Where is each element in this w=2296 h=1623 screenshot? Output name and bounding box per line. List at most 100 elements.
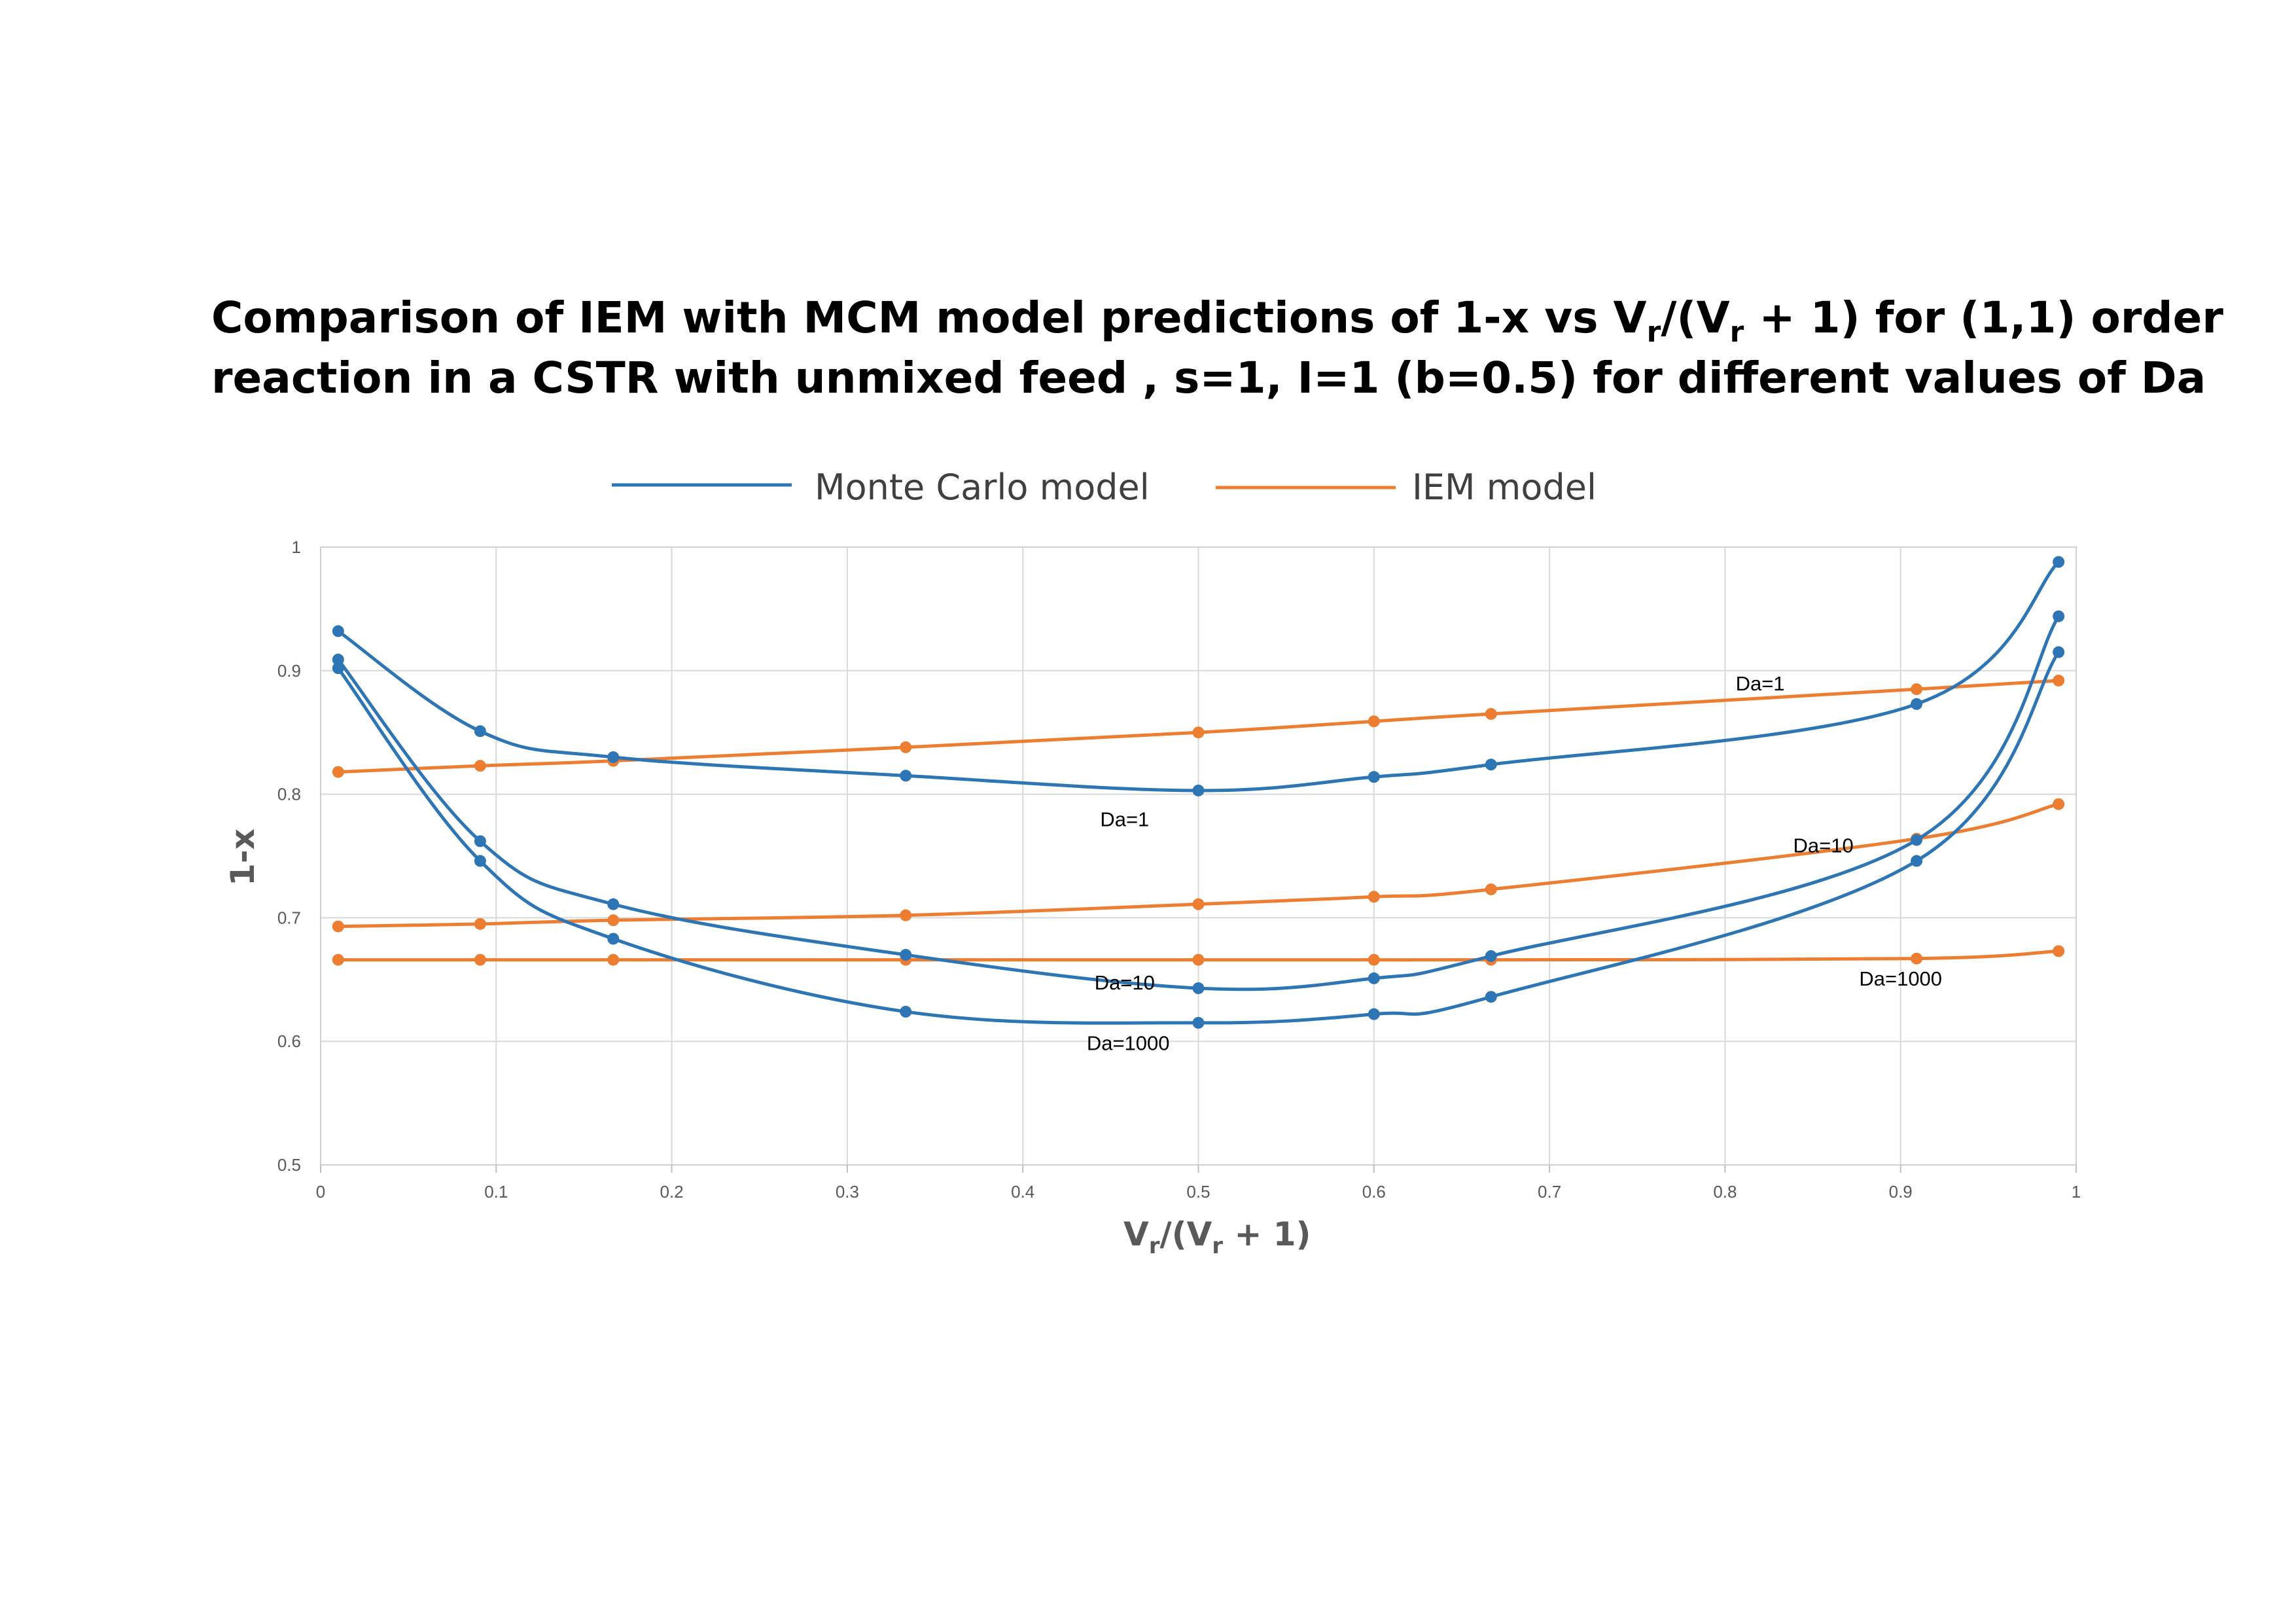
data-point xyxy=(474,918,486,930)
annotation-label: Da=10 xyxy=(1793,834,1854,857)
annotation-label: Da=1000 xyxy=(1859,967,1942,990)
y-tick-label: 0.6 xyxy=(277,1031,301,1051)
title-text-part2: /(V xyxy=(1661,293,1729,343)
x-tick-label: 0.2 xyxy=(660,1182,684,1202)
x-tick-label: 0.5 xyxy=(1186,1182,1210,1202)
data-point xyxy=(1368,891,1380,903)
series-line xyxy=(336,651,2060,1025)
data-point xyxy=(1192,898,1205,910)
x-tick-label: 0 xyxy=(316,1182,325,1202)
series-monte-carlo-model-da-1000 xyxy=(332,646,2065,1029)
xlabel-subscript-2: r xyxy=(1212,1233,1223,1259)
data-point xyxy=(1485,991,1497,1003)
data-point xyxy=(1485,707,1497,720)
data-point xyxy=(2053,646,2065,658)
xlabel-part3: + 1) xyxy=(1223,1215,1311,1253)
data-point xyxy=(1192,982,1205,995)
data-point xyxy=(332,653,344,666)
data-point xyxy=(1911,952,1923,965)
data-point xyxy=(607,954,620,966)
data-point xyxy=(1192,726,1205,739)
data-point xyxy=(474,725,486,738)
data-point xyxy=(2053,610,2065,622)
data-point xyxy=(2053,674,2065,687)
data-point xyxy=(1485,950,1497,962)
data-point xyxy=(1911,683,1923,696)
data-point xyxy=(1911,698,1923,710)
annotation-label: Da=10 xyxy=(1095,971,1155,994)
x-tick-label: 0.1 xyxy=(484,1182,508,1202)
series-monte-carlo-model-da-1 xyxy=(332,556,2065,796)
data-point xyxy=(1485,883,1497,895)
x-tick-label: 0.4 xyxy=(1011,1182,1034,1202)
legend-label-iem: IEM model xyxy=(1412,467,1597,508)
data-point xyxy=(332,954,344,966)
data-point xyxy=(900,909,912,921)
data-point xyxy=(607,933,620,945)
data-point xyxy=(1192,1016,1205,1029)
annotation-label: Da=1 xyxy=(1736,672,1785,695)
data-point xyxy=(332,920,344,933)
x-axis-title: Vr/(Vr + 1) xyxy=(1123,1215,1311,1259)
data-point xyxy=(332,625,344,637)
data-point xyxy=(1911,834,1923,846)
data-point xyxy=(2053,798,2065,810)
y-tick-label: 0.8 xyxy=(277,785,301,804)
title-text-part1: Comparison of IEM with MCM model predict… xyxy=(211,293,1647,343)
title-subscript-2: r xyxy=(1730,315,1744,349)
data-point xyxy=(474,855,486,867)
data-point xyxy=(1368,954,1380,966)
x-tick-label: 0.6 xyxy=(1362,1182,1386,1202)
data-point xyxy=(1368,972,1380,984)
xlabel-part2: /(V xyxy=(1159,1215,1212,1253)
chart-title-line-2: reaction in a CSTR with unmixed feed , s… xyxy=(211,353,2206,403)
series-monte-carlo-model-da-10 xyxy=(332,610,2065,995)
legend: Monte Carlo model IEM model xyxy=(612,467,1597,508)
data-point xyxy=(474,760,486,772)
annotations: Da=1 Da=1 Da=10 Da=10 Da=1000 Da=1000 xyxy=(1087,672,1942,1054)
series-line xyxy=(336,615,2060,991)
y-tick-label: 0.9 xyxy=(277,661,301,681)
data-point xyxy=(1911,855,1923,867)
xlabel-part1: V xyxy=(1123,1215,1149,1253)
series-iem-model-da-1 xyxy=(332,674,2065,778)
title-subscript-1: r xyxy=(1647,315,1661,349)
y-axis-ticks: 0.5 0.6 0.7 0.8 0.9 1 xyxy=(277,537,301,1175)
legend-label-monte-carlo: Monte Carlo model xyxy=(815,467,1150,508)
annotation-label: Da=1000 xyxy=(1087,1031,1170,1054)
data-point xyxy=(1192,954,1205,966)
data-point xyxy=(474,954,486,966)
data-point xyxy=(332,766,344,778)
data-point xyxy=(607,914,620,927)
chart-title-line-1: Comparison of IEM with MCM model predict… xyxy=(211,293,2223,349)
data-point xyxy=(1485,758,1497,771)
y-tick-label: 0.5 xyxy=(277,1155,301,1175)
data-point xyxy=(474,835,486,847)
x-tick-label: 1 xyxy=(2072,1182,2081,1202)
data-point xyxy=(607,751,620,763)
series-layer xyxy=(332,556,2065,1029)
title-text-part3: + 1) for (1,1) order xyxy=(1744,293,2223,343)
data-point xyxy=(900,741,912,753)
annotation-label: Da=1 xyxy=(1100,808,1149,831)
y-tick-label: 0.7 xyxy=(277,908,301,927)
data-point xyxy=(900,770,912,782)
x-tick-label: 0.9 xyxy=(1889,1182,1913,1202)
data-point xyxy=(900,949,912,961)
data-point xyxy=(1192,784,1205,796)
data-point xyxy=(1368,771,1380,783)
data-point xyxy=(607,898,620,910)
y-axis-title: 1-x xyxy=(224,829,262,886)
data-point xyxy=(900,1005,912,1018)
x-axis-ticks: 0 0.1 0.2 0.3 0.4 0.5 0.6 0.7 0.8 0.9 1 xyxy=(316,1165,2081,1202)
x-tick-label: 0.7 xyxy=(1538,1182,1561,1202)
xlabel-subscript-1: r xyxy=(1149,1233,1160,1259)
x-tick-label: 0.8 xyxy=(1713,1182,1737,1202)
x-tick-label: 0.3 xyxy=(836,1182,859,1202)
data-point xyxy=(332,662,344,675)
y-tick-label: 1 xyxy=(292,537,301,557)
data-point xyxy=(1368,1008,1380,1020)
data-point xyxy=(2053,945,2065,957)
data-point xyxy=(1368,715,1380,728)
